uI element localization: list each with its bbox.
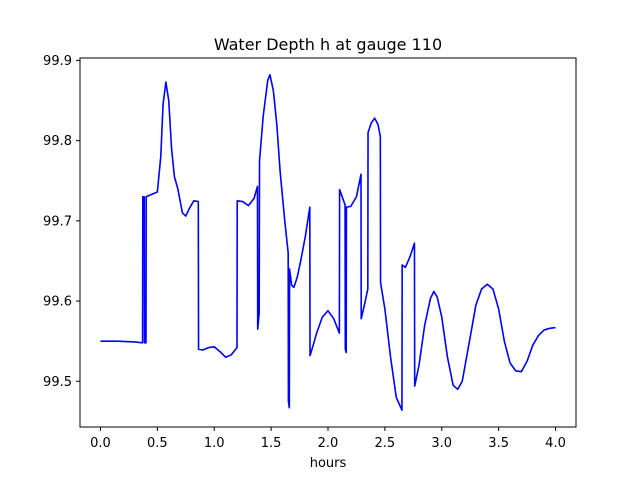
y-tick-label: 99.8 <box>43 134 72 149</box>
x-tick-label: 2.5 <box>375 436 396 451</box>
y-axis: 99.5 99.6 99.7 99.8 99.9 <box>43 54 80 390</box>
x-tick-label: 0.0 <box>90 436 111 451</box>
y-tick-label: 99.7 <box>43 214 72 229</box>
x-tick-label: 4.0 <box>545 436 566 451</box>
chart-title: Water Depth h at gauge 110 <box>214 35 442 54</box>
x-tick-label: 2.0 <box>318 436 339 451</box>
x-tick-label: 3.0 <box>431 436 452 451</box>
x-tick-label: 1.0 <box>204 436 225 451</box>
plot-area <box>80 58 576 427</box>
y-tick-label: 99.5 <box>43 375 72 390</box>
plot-frame <box>79 57 577 428</box>
x-tick-label: 1.5 <box>261 436 282 451</box>
y-tick-label: 99.6 <box>43 295 72 310</box>
series-line-water-depth <box>100 74 556 411</box>
x-tick-label: 0.5 <box>147 436 168 451</box>
y-tick-label: 99.9 <box>43 54 72 69</box>
x-tick-label: 3.5 <box>488 436 509 451</box>
x-axis-label: hours <box>310 456 347 471</box>
x-axis: 0.0 0.5 1.0 1.5 2.0 2.5 3.0 3.5 4.0 <box>90 427 566 451</box>
